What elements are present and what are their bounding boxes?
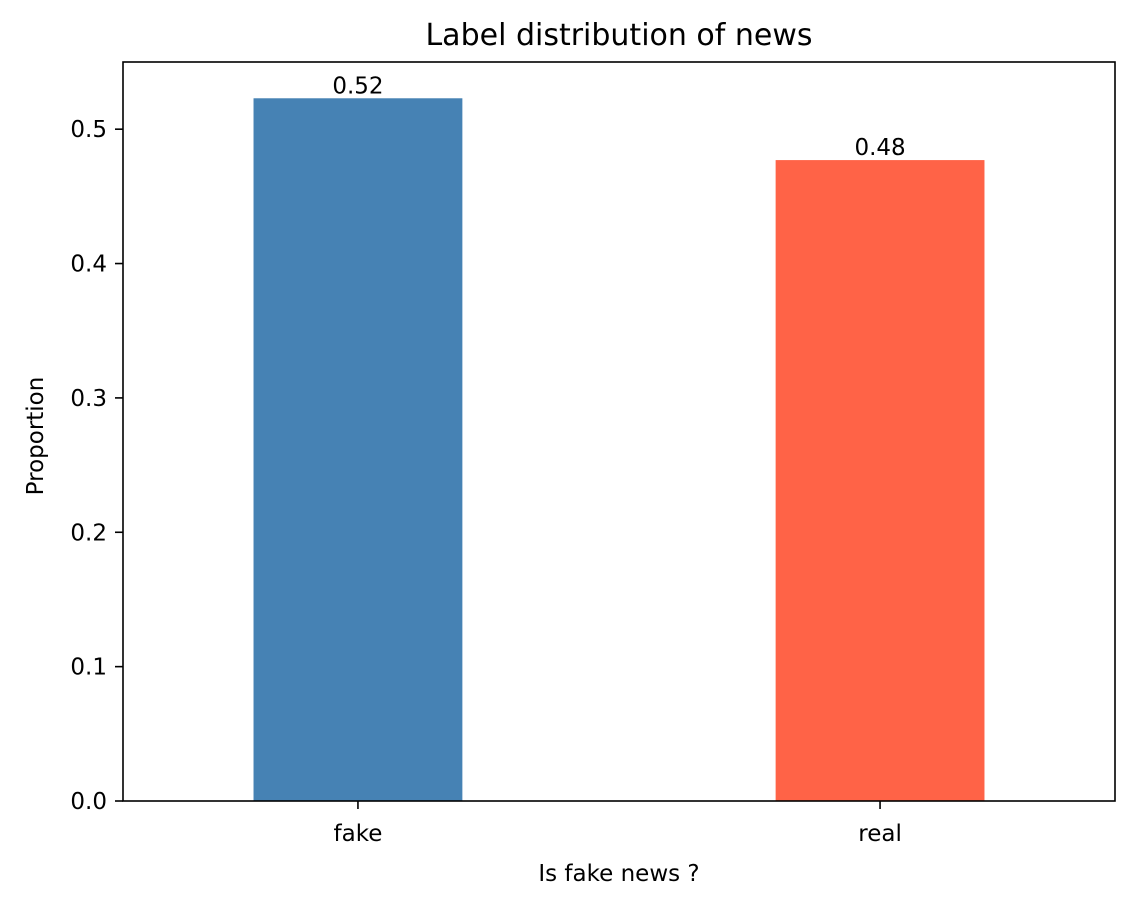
y-tick-label: 0.5 xyxy=(70,117,107,143)
y-tick-label: 0.2 xyxy=(70,520,107,546)
y-tick-label: 0.3 xyxy=(70,386,107,412)
chart-title: Label distribution of news xyxy=(425,18,812,53)
x-tick-label: fake xyxy=(334,821,383,847)
bars-group: 0.52 0.48 xyxy=(253,73,985,801)
data-label-real: 0.48 xyxy=(854,135,905,161)
data-label-fake: 0.52 xyxy=(332,73,383,99)
x-axis-label: Is fake news ? xyxy=(538,861,699,887)
plot-area-frame xyxy=(122,61,1116,802)
bar-fake xyxy=(253,98,463,801)
x-axis-ticks: fake real xyxy=(334,801,902,847)
y-tick-label: 0.0 xyxy=(70,789,107,815)
bar-real xyxy=(775,160,985,801)
y-tick-label: 0.4 xyxy=(70,252,107,278)
x-tick-label: real xyxy=(858,821,902,847)
y-axis-label: Proportion xyxy=(23,377,49,496)
y-axis-ticks: 0.0 0.1 0.2 0.3 0.4 0.5 xyxy=(70,117,123,815)
y-tick-label: 0.1 xyxy=(70,655,107,681)
